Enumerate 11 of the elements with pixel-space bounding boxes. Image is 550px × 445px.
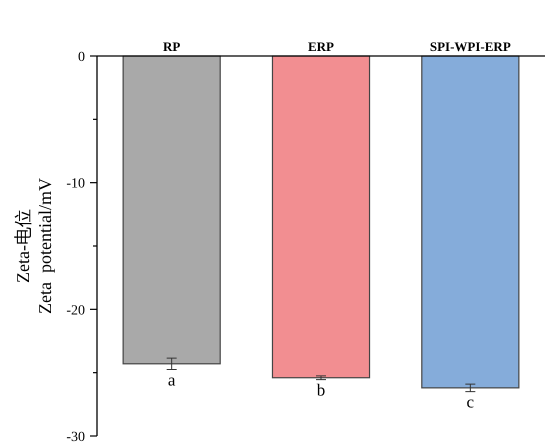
y-tick-label: -30 [66, 430, 85, 445]
annotation: c [466, 392, 475, 412]
annotation: a [168, 370, 176, 390]
x-tick-label: RP [162, 39, 180, 54]
x-tick-label: SPI-WPI-ERP [430, 39, 511, 54]
y-axis-title: Zeta-电位 Zeta potential/mV [13, 178, 55, 314]
x-tick-label: ERP [308, 39, 334, 54]
annotation: b [316, 380, 326, 400]
y-tick-label: -20 [66, 303, 85, 318]
y-tick-label: -10 [66, 176, 85, 192]
y-tick-label: 0 [78, 50, 85, 65]
